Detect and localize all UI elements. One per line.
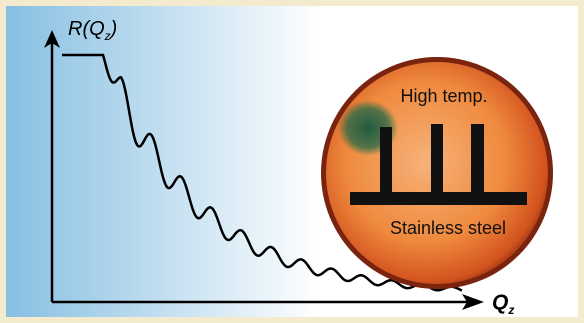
pillar [431, 124, 443, 193]
photo-top-label: High temp. [400, 86, 487, 106]
x-label-sub: z [507, 303, 514, 317]
y-axis-label: R(Qz) [68, 18, 117, 43]
pillar [471, 124, 484, 193]
photo-bottom-label: Stainless steel [390, 218, 506, 238]
pillar [380, 127, 392, 193]
y-label-sub: z [104, 29, 111, 43]
figure: R(Qz) Qz High temp. Stainless steel [0, 0, 584, 323]
x-label-main: Q [492, 291, 508, 314]
y-label-main: R(Q [68, 18, 105, 40]
y-label-end: ) [109, 18, 118, 40]
base-plate [350, 192, 527, 205]
